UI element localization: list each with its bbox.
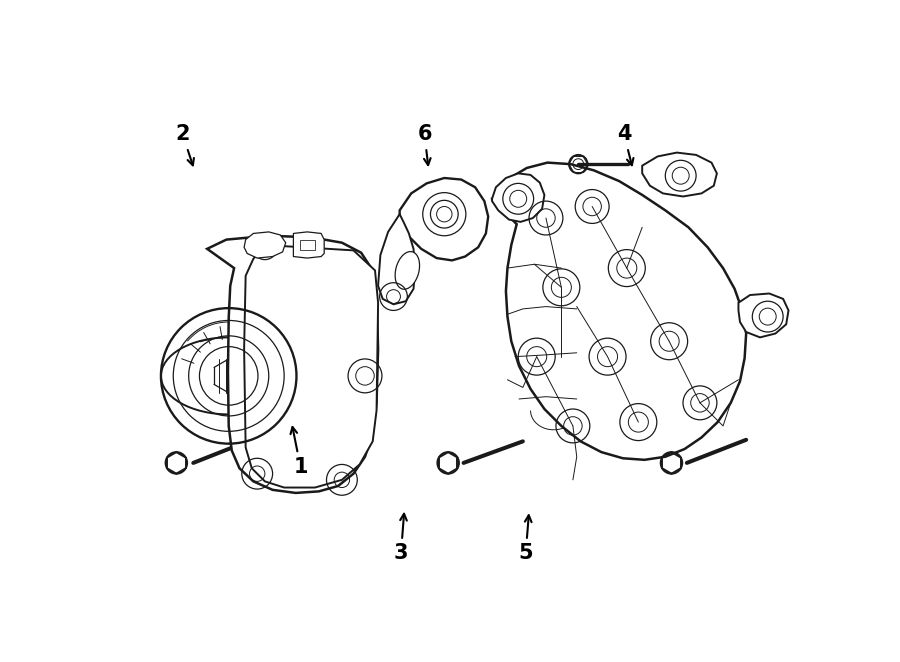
Text: 2: 2 bbox=[176, 124, 194, 166]
Polygon shape bbox=[293, 232, 324, 258]
Text: 4: 4 bbox=[616, 124, 634, 166]
Polygon shape bbox=[492, 163, 746, 460]
Text: 1: 1 bbox=[291, 427, 308, 477]
Polygon shape bbox=[244, 232, 285, 258]
Text: 3: 3 bbox=[393, 514, 409, 563]
Polygon shape bbox=[244, 245, 378, 487]
Polygon shape bbox=[378, 214, 415, 305]
Polygon shape bbox=[643, 152, 717, 197]
Ellipse shape bbox=[395, 252, 419, 289]
Polygon shape bbox=[492, 173, 544, 222]
Polygon shape bbox=[738, 293, 788, 338]
Polygon shape bbox=[400, 178, 488, 260]
Polygon shape bbox=[207, 236, 378, 493]
Text: 5: 5 bbox=[518, 515, 533, 563]
Polygon shape bbox=[300, 240, 315, 250]
Text: 6: 6 bbox=[418, 124, 432, 165]
